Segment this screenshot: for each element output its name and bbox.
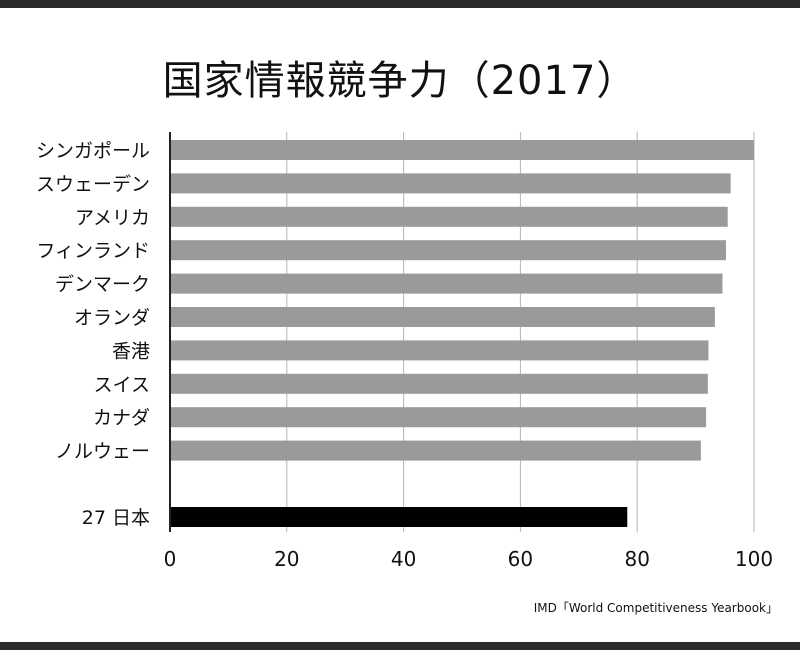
category-label: 香港 xyxy=(112,340,150,362)
x-tick-label: 40 xyxy=(391,547,416,571)
x-tick-label: 60 xyxy=(508,547,533,571)
category-label: フィンランド xyxy=(36,240,150,262)
category-label: カナダ xyxy=(93,407,150,429)
category-label: オランダ xyxy=(74,307,150,329)
bar xyxy=(170,373,708,394)
chart-title: 国家情報競争力（2017） xyxy=(162,58,638,104)
bar xyxy=(170,407,707,428)
bar xyxy=(170,140,754,160)
bottom-rule xyxy=(0,642,800,650)
category-label: 27 日本 xyxy=(82,507,150,529)
top-rule xyxy=(0,0,800,8)
x-tick-label: 100 xyxy=(735,547,773,571)
x-tick-label: 20 xyxy=(274,547,299,571)
source-note: IMD「World Competitiveness Yearbook」 xyxy=(533,601,778,615)
category-label: ノルウェー xyxy=(55,441,150,463)
bar xyxy=(170,440,701,461)
category-label: スウェーデン xyxy=(36,173,150,195)
bar xyxy=(170,206,728,227)
category-label: デンマーク xyxy=(55,274,150,296)
category-label: シンガポール xyxy=(36,140,150,162)
category-label: アメリカ xyxy=(75,207,150,229)
bar xyxy=(170,240,726,261)
x-tick-label: 0 xyxy=(164,547,177,571)
bar xyxy=(170,273,723,294)
category-label: スイス xyxy=(94,374,150,396)
bar xyxy=(170,340,709,361)
bar xyxy=(170,307,715,327)
bar-highlight xyxy=(170,507,628,527)
x-tick-label: 80 xyxy=(624,547,649,571)
bar xyxy=(170,173,731,194)
